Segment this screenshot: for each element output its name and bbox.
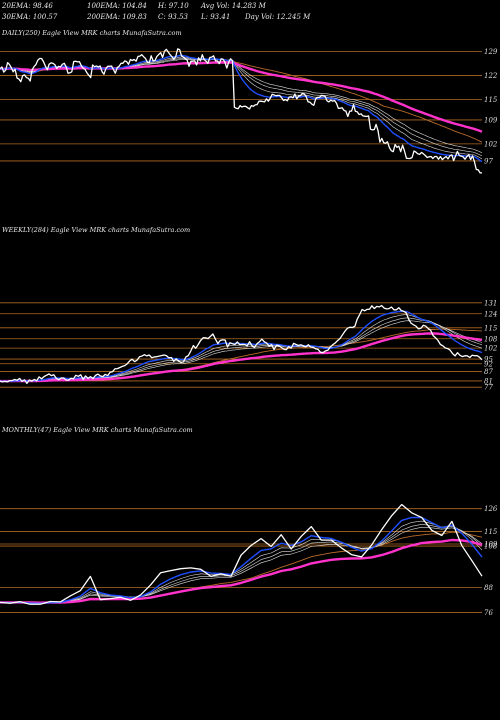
weekly-ema-blue-line [0, 310, 483, 382]
weekly-chart-title: WEEKLY(284) Eagle View MRK charts Munafa… [2, 226, 191, 234]
monthly-level-label-2: 109 [484, 541, 498, 549]
weekly-level-label-8: 81 [484, 377, 493, 385]
hdr-ema20: 20EMA: 98.46 [2, 2, 53, 10]
hdr-avg-vol: Avg Vol: 14.283 M [201, 2, 266, 10]
daily-level-label-5: 97 [484, 157, 493, 165]
daily-level-label-2: 115 [484, 96, 498, 104]
weekly-ema-white-line-c [0, 320, 483, 382]
weekly-level-label-5: 95 [484, 356, 493, 364]
daily-chart-title: DAILY(250) Eagle View MRK charts MunafaS… [2, 29, 182, 37]
weekly-level-label-2: 115 [484, 324, 498, 332]
weekly-level-label-4: 102 [484, 345, 498, 353]
monthly-level-label-5: 76 [484, 609, 493, 617]
monthly-level-label-3: 108 [484, 543, 498, 551]
daily-level-label-0: 129 [484, 48, 498, 56]
hdr-close: C: 93.53 [158, 13, 188, 21]
daily-chart: 129 122 115 109 102 97 [0, 48, 498, 174]
weekly-level-label-9: 77 [484, 384, 493, 392]
monthly-level-label-0: 126 [484, 505, 498, 513]
weekly-price-line [0, 304, 483, 385]
hdr-ema100: 100EMA: 104.84 [87, 2, 147, 10]
monthly-ema-magenta-line [0, 538, 483, 604]
hdr-low: L: 93.41 [201, 13, 231, 21]
monthly-ema-blue-line [0, 516, 483, 605]
daily-level-label-3: 109 [484, 116, 498, 124]
hdr-high: H: 97.10 [158, 2, 189, 10]
monthly-ema-white-line-c [0, 526, 483, 604]
hdr-ema30: 30EMA: 100.57 [2, 13, 58, 21]
monthly-chart-title: MONTHLY(47) Eagle View MRK charts Munafa… [2, 426, 193, 434]
weekly-level-label-6: 92 [484, 360, 493, 368]
monthly-ema-white-line-b [0, 524, 483, 604]
hdr-ema200: 200EMA: 109.83 [87, 13, 147, 21]
daily-ema-blue-line [0, 54, 483, 163]
weekly-level-label-1: 124 [484, 310, 497, 318]
daily-level-label-1: 122 [484, 72, 498, 80]
daily-ema-brown-line [0, 60, 483, 143]
monthly-ema-white-line-a [0, 520, 483, 604]
monthly-level-label-4: 88 [484, 584, 493, 592]
weekly-ema-magenta-line [0, 332, 483, 383]
weekly-ema-brown-line [0, 328, 483, 383]
daily-level-label-4: 102 [484, 140, 498, 148]
daily-ema-magenta-line [0, 61, 483, 133]
monthly-ema-brown-line [0, 531, 483, 604]
monthly-level-label-1: 115 [484, 528, 498, 536]
daily-price-line [0, 48, 482, 174]
hdr-day-vol: Day Vol: 12.245 M [245, 13, 311, 21]
monthly-price-line [0, 503, 483, 605]
weekly-level-label-0: 131 [484, 299, 497, 307]
weekly-level-label-3: 108 [484, 335, 498, 343]
weekly-level-label-7: 87 [484, 368, 493, 376]
